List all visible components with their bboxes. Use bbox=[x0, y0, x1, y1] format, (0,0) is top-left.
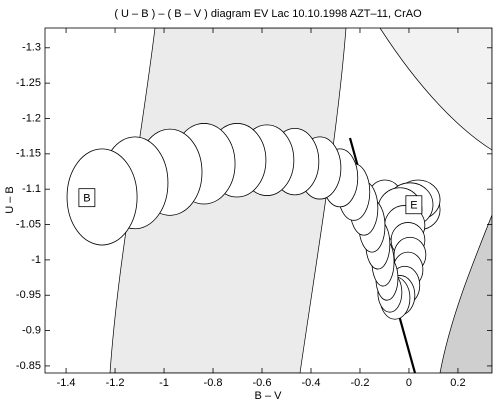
x-tick-label: 0 bbox=[406, 377, 412, 389]
x-tick-label: -0.2 bbox=[350, 377, 369, 389]
x-tick-label: -1.2 bbox=[106, 377, 125, 389]
y-tick-label: -1 bbox=[31, 254, 41, 266]
annotation: B bbox=[83, 193, 90, 205]
x-axis-label: B – V bbox=[255, 390, 283, 402]
x-tick-label: -1 bbox=[159, 377, 169, 389]
y-tick-label: -0.85 bbox=[16, 360, 41, 372]
annotation-box bbox=[78, 188, 96, 208]
y-axis-label: U – B bbox=[4, 186, 16, 214]
chart-title: ( U – B ) – ( B – V ) diagram EV Lac 10.… bbox=[114, 8, 422, 20]
y-tick-label: -1.2 bbox=[22, 112, 41, 124]
x-tick-label: -0.6 bbox=[253, 377, 272, 389]
x-tick-label: -1.4 bbox=[57, 377, 76, 389]
y-tick-label: -1.3 bbox=[22, 42, 41, 54]
y-tick-label: -1.1 bbox=[22, 183, 41, 195]
error-ellipse bbox=[66, 148, 138, 246]
annotation: E bbox=[410, 200, 417, 212]
y-tick-label: -1.05 bbox=[16, 218, 41, 230]
x-tick-label: 0.2 bbox=[450, 377, 465, 389]
y-tick-label: -1.25 bbox=[16, 77, 41, 89]
background-bands bbox=[109, 28, 492, 373]
plot-frame bbox=[44, 27, 493, 374]
y-tick-label: -0.95 bbox=[16, 289, 41, 301]
x-tick-label: -0.4 bbox=[302, 377, 321, 389]
x-tick-label: -0.8 bbox=[204, 377, 223, 389]
annotation-box bbox=[405, 195, 423, 215]
band-dark bbox=[439, 214, 492, 373]
band-upper-right bbox=[379, 28, 492, 151]
y-tick-label: -1.15 bbox=[16, 148, 41, 160]
y-tick-label: -0.9 bbox=[22, 324, 41, 336]
